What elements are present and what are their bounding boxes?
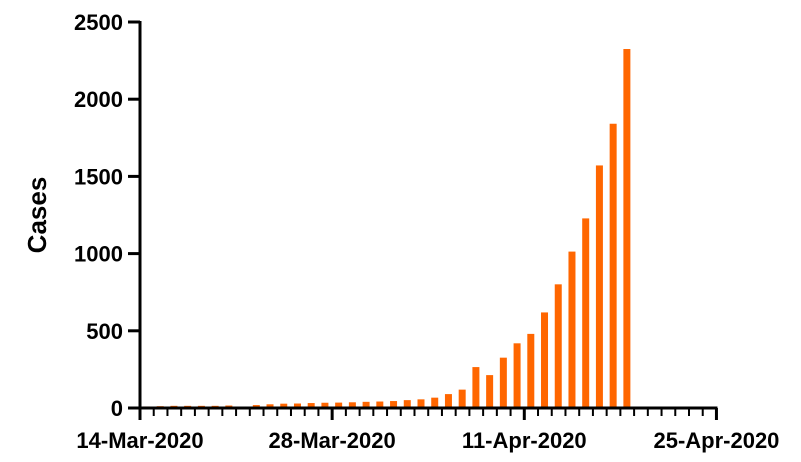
- axes-layer: [128, 20, 718, 420]
- bar-2020-03-31: [376, 401, 384, 408]
- bar-2020-04-04: [431, 397, 439, 408]
- bar-2020-03-30: [362, 401, 370, 408]
- bar-2020-04-13: [554, 284, 562, 408]
- x-tick-label: 14-Mar-2020: [76, 428, 203, 453]
- y-tick-label: 1000: [74, 242, 123, 267]
- bar-2020-04-16: [595, 165, 603, 408]
- bar-2020-04-03: [417, 399, 425, 408]
- bar-2020-04-15: [582, 218, 590, 408]
- labels-layer: 0 500 1000 1500 2000 2500 14-Mar-2020 28-Mar-20…: [74, 10, 779, 453]
- bar-2020-04-01: [390, 401, 398, 408]
- bar-2020-03-27: [321, 402, 329, 408]
- bar-2020-04-10: [513, 343, 521, 408]
- y-tick-label: 0: [111, 396, 123, 421]
- bar-2020-04-07: [472, 367, 480, 408]
- bar-2020-04-06: [458, 389, 466, 408]
- bar-2020-03-25: [293, 403, 301, 408]
- x-tick-label: 28-Mar-2020: [269, 428, 396, 453]
- bar-2020-04-02: [403, 400, 411, 408]
- bars-layer: [143, 49, 631, 409]
- bar-2020-04-05: [444, 394, 452, 408]
- bar-2020-03-28: [335, 402, 343, 408]
- bar-2020-04-14: [568, 251, 576, 408]
- y-tick-label: 1500: [74, 164, 123, 189]
- bar-2020-03-26: [307, 403, 315, 408]
- y-tick-label: 2500: [74, 10, 123, 35]
- bar-2020-03-23: [266, 404, 274, 408]
- x-tick-label: 11-Apr-2020: [462, 428, 587, 453]
- bar-2020-04-11: [527, 333, 535, 408]
- y-tick-label: 500: [86, 319, 123, 344]
- bar-2020-04-09: [499, 357, 507, 408]
- y-tick-label: 2000: [74, 87, 123, 112]
- bar-2020-04-08: [486, 375, 494, 408]
- y-axis-title: Cases: [22, 177, 52, 254]
- bar-2020-04-17: [609, 123, 617, 408]
- bar-2020-04-12: [541, 312, 549, 408]
- bar-2020-03-29: [348, 402, 356, 408]
- bar-2020-04-18: [623, 49, 631, 409]
- bar-2020-03-24: [280, 403, 288, 408]
- x-tick-label: 25-Apr-2020: [653, 428, 779, 453]
